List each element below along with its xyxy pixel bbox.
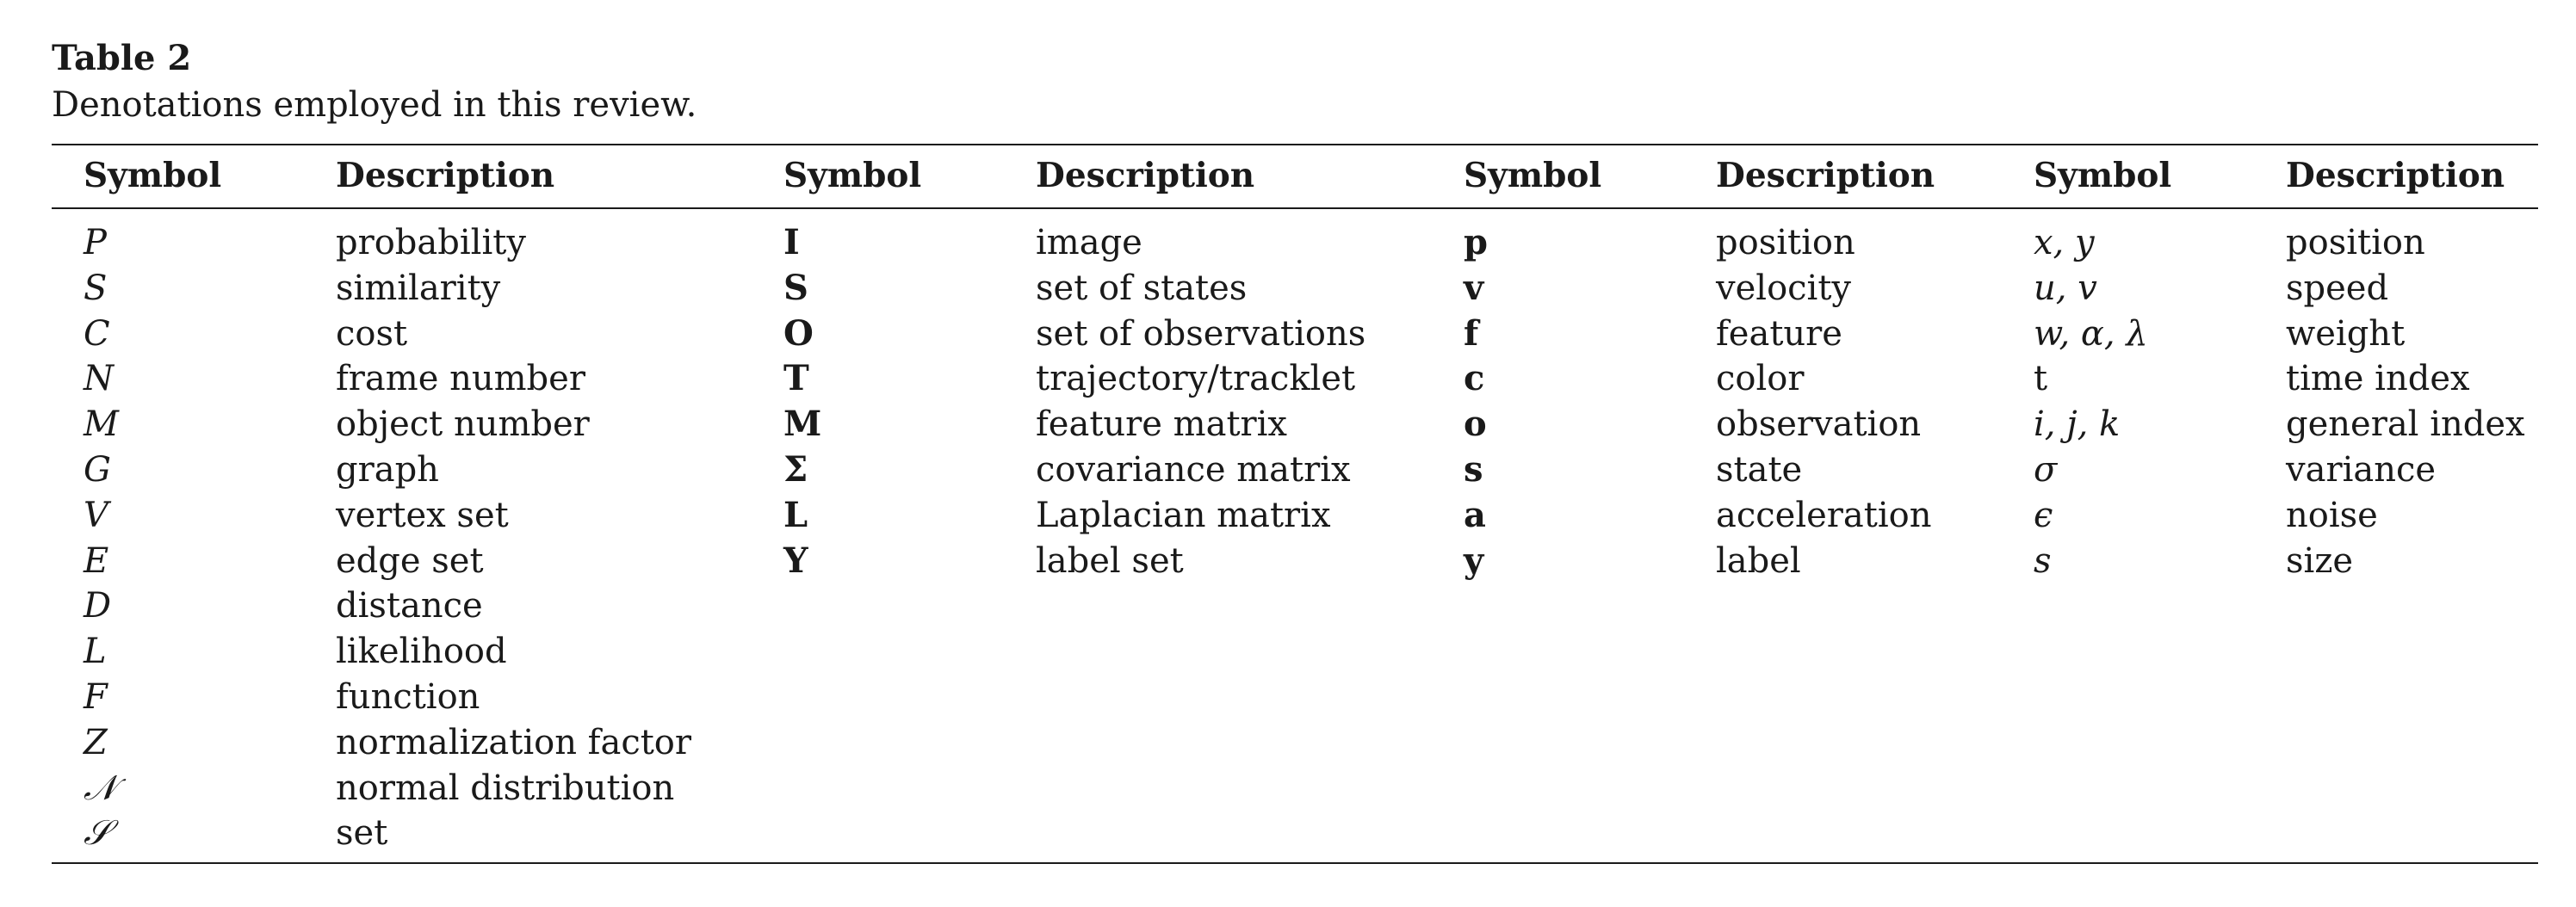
- table-cell-symbol: y: [1464, 540, 1484, 581]
- table-cell-description: cost: [336, 313, 408, 354]
- table-cell-description: normal distribution: [336, 768, 675, 808]
- table-cell-description: set of observations: [1036, 313, 1366, 354]
- table-cell-description: variance: [2286, 449, 2437, 490]
- table-cell-description: object number: [336, 404, 590, 445]
- table-cell-symbol: i, j, k: [2034, 404, 2121, 445]
- table-cell-symbol: I: [783, 222, 800, 262]
- table-cell-description: label: [1716, 540, 1801, 581]
- table-cell-symbol: Σ: [783, 448, 808, 490]
- table-caption-text: Denotations employed in this review.: [52, 85, 697, 125]
- table-cell-symbol: 𝒩: [84, 768, 117, 808]
- table-bottom-rule: [52, 862, 2538, 864]
- table-cell-symbol: C: [84, 313, 110, 354]
- table-cell-description: vertex set: [336, 495, 509, 535]
- table-cell-description: time index: [2286, 359, 2470, 399]
- header-symbol-2: Symbol: [783, 156, 922, 195]
- description-column-2: image set of states set of observations tra…: [1036, 220, 1365, 583]
- table-top-rule: [52, 144, 2538, 145]
- table-cell-description: label set: [1036, 540, 1184, 581]
- table-cell-description: position: [2286, 223, 2425, 262]
- table-cell-symbol: ϵ: [2034, 495, 2053, 535]
- table-cell-symbol: G: [84, 449, 111, 490]
- table-cell-symbol: t: [2034, 359, 2048, 399]
- table-cell-description: feature matrix: [1036, 404, 1287, 445]
- table-cell-symbol: M: [84, 404, 119, 445]
- table-cell-symbol: D: [84, 586, 112, 626]
- table-cell-description: probability: [336, 223, 526, 262]
- table-cell-symbol: V: [84, 495, 108, 535]
- table-cell-description: frame number: [336, 359, 585, 399]
- table-cell-symbol: N: [84, 359, 114, 399]
- table-cell-description: speed: [2286, 268, 2389, 308]
- header-symbol-3: Symbol: [1464, 156, 1602, 195]
- description-column-4: position speed weight time index general ind…: [2286, 220, 2525, 583]
- table-caption-title: Table 2: [52, 38, 192, 78]
- table-cell-symbol: F: [84, 676, 108, 717]
- table-cell-description: edge set: [336, 540, 484, 581]
- table-cell-description: normalization factor: [336, 722, 692, 762]
- table-cell-symbol: Z: [84, 722, 108, 762]
- table-cell-description: noise: [2286, 495, 2378, 535]
- table-cell-symbol: E: [84, 540, 109, 581]
- table-cell-symbol: S: [783, 267, 808, 308]
- table-cell-symbol: s: [1464, 448, 1483, 490]
- table-cell-description: distance: [336, 586, 483, 626]
- header-description-1: Description: [336, 156, 555, 195]
- header-description-3: Description: [1716, 156, 1935, 195]
- table-cell-description: set: [336, 813, 388, 854]
- table-cell-description: acceleration: [1716, 495, 1932, 535]
- table-cell-description: weight: [2286, 313, 2406, 354]
- table-cell-description: Laplacian matrix: [1036, 495, 1331, 535]
- table-cell-symbol: o: [1464, 404, 1487, 445]
- table-cell-symbol: w, α, λ: [2034, 313, 2148, 354]
- table-cell-description: size: [2286, 540, 2354, 581]
- table-cell-symbol: Y: [783, 540, 808, 581]
- table-cell-symbol: 𝒮: [84, 813, 110, 854]
- table-cell-symbol: L: [783, 494, 808, 535]
- table-cell-symbol: u, v: [2034, 268, 2097, 308]
- description-column-1: probability similarity cost frame number obj…: [336, 220, 691, 856]
- table-cell-description: feature: [1716, 313, 1842, 354]
- table-cell-symbol: c: [1464, 358, 1485, 399]
- table-cell-description: general index: [2286, 404, 2525, 445]
- table-cell-description: state: [1716, 449, 1803, 490]
- table-cell-description: function: [336, 676, 480, 717]
- table-cell-description: similarity: [336, 268, 501, 308]
- table-cell-symbol: S: [84, 268, 108, 308]
- table-cell-description: position: [1716, 223, 1855, 262]
- table-cell-symbol: a: [1464, 494, 1486, 535]
- table-cell-description: trajectory/tracklet: [1036, 359, 1356, 399]
- table-cell-description: velocity: [1716, 268, 1852, 308]
- header-symbol-4: Symbol: [2034, 156, 2172, 195]
- table-cell-description: image: [1036, 223, 1142, 262]
- table-cell-symbol: O: [783, 312, 814, 354]
- header-symbol-1: Symbol: [84, 156, 222, 195]
- table-cell-description: observation: [1716, 404, 1922, 445]
- table-cell-description: likelihood: [336, 632, 507, 672]
- table-cell-description: covariance matrix: [1036, 449, 1351, 490]
- table-cell-symbol: M: [783, 404, 822, 445]
- table-header-rule: [52, 207, 2538, 209]
- table-cell-description: graph: [336, 449, 439, 490]
- table-cell-symbol: p: [1464, 222, 1488, 262]
- table-cell-symbol: s: [2034, 540, 2052, 581]
- table-cell-description: color: [1716, 359, 1805, 399]
- description-column-3: position velocity feature color observation s…: [1716, 220, 1931, 583]
- header-description-2: Description: [1036, 156, 1255, 195]
- table-cell-symbol: T: [783, 358, 809, 399]
- table-cell-symbol: σ: [2034, 449, 2058, 490]
- table-cell-symbol: P: [84, 223, 107, 262]
- table-cell-description: set of states: [1036, 268, 1248, 308]
- table-cell-symbol: v: [1464, 267, 1484, 308]
- table-cell-symbol: f: [1464, 312, 1479, 354]
- header-description-4: Description: [2286, 156, 2505, 195]
- table-cell-symbol: x, y: [2034, 223, 2095, 262]
- table-cell-symbol: L: [84, 632, 107, 672]
